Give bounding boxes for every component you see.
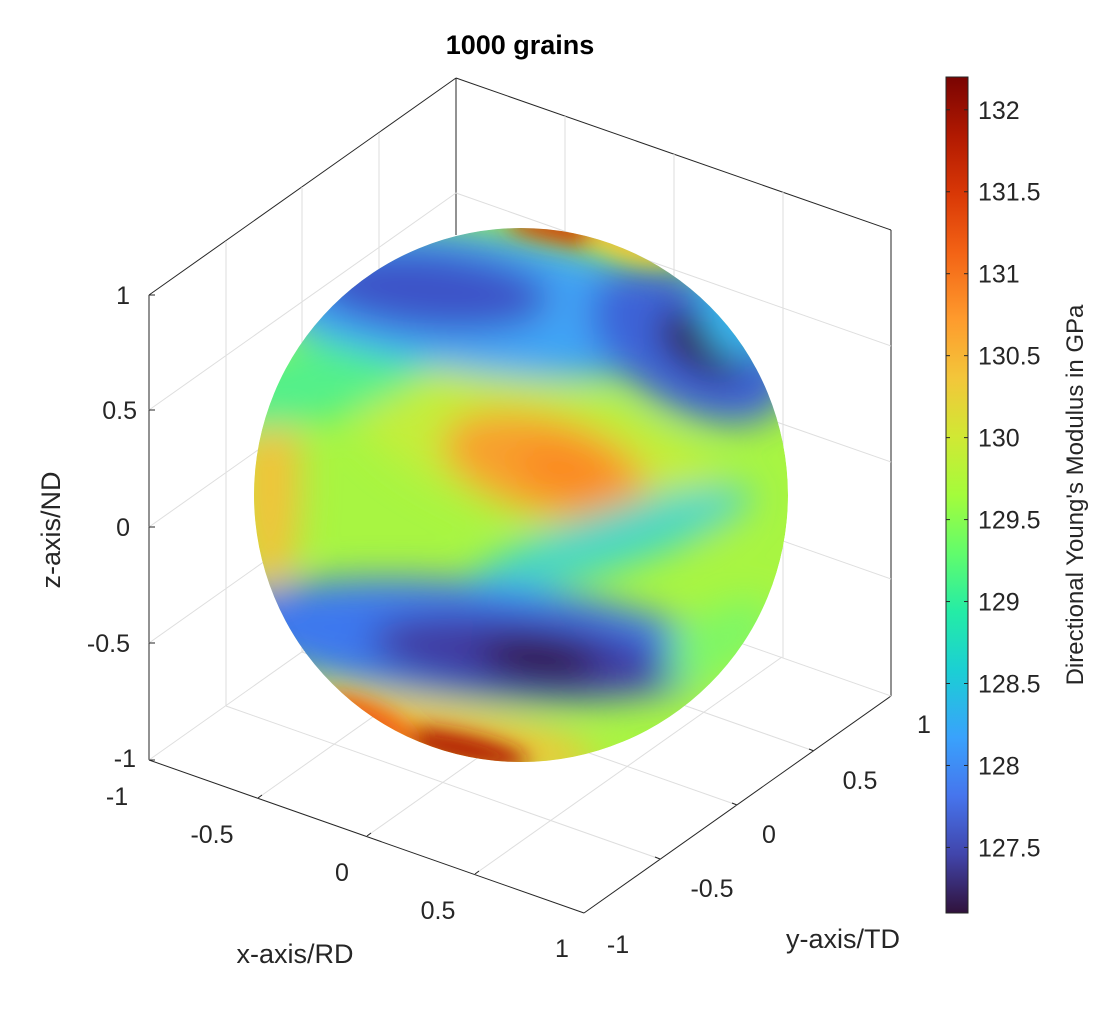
- y-tick-label: -1: [607, 931, 629, 959]
- y-axis-label: y-axis/TD: [786, 924, 900, 954]
- z-tick-label: 0: [116, 514, 130, 542]
- x-axis-label: x-axis/RD: [236, 939, 353, 969]
- colorbar: 127.5 128 128.5 129 129.5 130 130.5 131 131.5 132…: [945, 76, 1089, 914]
- z-axis-label: z-axis/ND: [36, 471, 66, 588]
- x-tick-label: 0.5: [421, 897, 456, 925]
- colorbar-tick-label: 131: [978, 261, 1020, 289]
- y-tick-label: 0: [762, 821, 776, 849]
- x-tick-label: -1: [106, 783, 128, 811]
- colorbar-tick-label: 131.5: [978, 179, 1041, 207]
- chart-title: 1000 grains: [445, 30, 595, 60]
- colorbar-tick-label: 128: [978, 752, 1020, 780]
- y-tick-label: 1: [917, 711, 931, 739]
- colorbar-gradient: [945, 76, 969, 914]
- z-tick-label: -1: [114, 745, 136, 773]
- colorbar-tick-label: 129: [978, 589, 1020, 617]
- z-tick-label: -0.5: [87, 630, 130, 658]
- colorbar-tick-label: 132: [978, 97, 1020, 125]
- sphere-surface: [254, 228, 788, 762]
- colorbar-tick-label: 130: [978, 425, 1020, 453]
- colorbar-label: Directional Young's Modulus in GPa: [1062, 304, 1089, 685]
- z-ticks: 1 0.5 0 -0.5 -1: [87, 282, 137, 773]
- colorbar-ticks: 127.5 128 128.5 129 129.5 130 130.5 131 131.5 132: [946, 97, 1041, 862]
- x-ticks: -1 -0.5 0 0.5 1: [106, 783, 569, 963]
- colorbar-tick-label: 129.5: [978, 507, 1041, 535]
- colorbar-tick-label: 127.5: [978, 834, 1041, 862]
- x-tick-label: 0: [335, 859, 349, 887]
- y-ticks: -1 -0.5 0 0.5 1: [607, 711, 931, 959]
- tick-marks: [149, 294, 815, 875]
- x-tick-label: 1: [555, 935, 569, 963]
- x-tick-label: -0.5: [190, 821, 233, 849]
- z-tick-label: 1: [116, 282, 130, 310]
- colorbar-tick-label: 130.5: [978, 343, 1041, 371]
- z-tick-label: 0.5: [102, 397, 137, 425]
- colorbar-tick-label: 128.5: [978, 671, 1041, 699]
- y-tick-label: 0.5: [843, 767, 878, 795]
- y-tick-label: -0.5: [690, 875, 733, 903]
